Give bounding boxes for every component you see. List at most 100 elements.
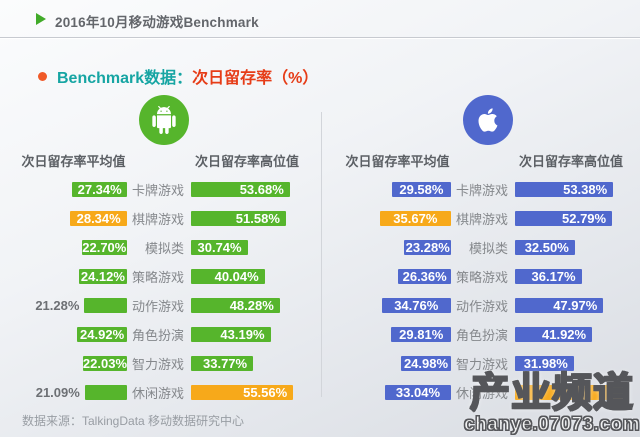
avg-bar: 35.67% [379,211,451,226]
high-bar: 51.58% [191,211,286,226]
high-cell: 33.77% [191,356,308,371]
avg-cell: 29.58% [344,182,451,197]
avg-cell: 22.03% [20,356,127,371]
avg-bar: 33.04% [384,385,451,400]
benchmark-row: 21.09% 休闲游戏 55.56% [20,378,308,407]
benchmark-row: 29.81% 角色扮演 41.92% [344,320,632,349]
high-cell [515,385,632,400]
category-label: 角色扮演 [131,328,184,343]
page-title: 2016年10月移动游戏Benchmark [55,15,259,30]
avg-cell: 23.28% [344,240,451,255]
bullet-dot-icon [38,71,47,81]
avg-bar: 24.98% [401,356,451,371]
high-bar: 30.74% [191,240,248,255]
avg-bar: 27.34% [72,182,127,197]
high-cell: 31.98% [515,356,632,371]
avg-cell: 29.81% [344,327,451,342]
high-bar: 47.97% [515,298,604,313]
benchmark-row: 22.70% 模拟类 30.74% [20,233,308,262]
section-title: Benchmark数据： [57,70,193,87]
category-label: 卡牌游戏 [455,183,508,198]
high-bar [515,385,622,400]
high-bar: 32.50% [515,240,575,255]
avg-cell: 24.98% [344,356,451,371]
section-title-highlight: 次日留存率（%） [192,70,319,87]
avg-bar: 34.76% [381,298,451,313]
high-cell: 47.97% [515,298,632,313]
avg-value-label: 21.28% [35,298,80,313]
category-label: 动作游戏 [131,299,184,314]
high-bar: 36.17% [515,269,582,284]
category-label: 智力游戏 [131,357,184,372]
high-bar: 43.19% [191,327,271,342]
high-bar: 48.28% [191,298,280,313]
benchmark-row: 24.12% 策略游戏 40.04% [20,262,308,291]
avg-bar: 22.03% [82,356,127,371]
high-cell: 40.04% [191,269,308,284]
avg-cell: 27.34% [20,182,127,197]
high-bar: 53.38% [515,182,614,197]
avg-cell: 34.76% [344,298,451,313]
category-label: 动作游戏 [455,299,508,314]
ios-badge [463,95,513,145]
avg-cell: 26.36% [344,269,451,284]
avg-value-label: 21.09% [35,385,80,400]
benchmark-row: 24.92% 角色扮演 43.19% [20,320,308,349]
avg-bar: 29.58% [391,182,451,197]
avg-cell: 24.12% [20,269,127,284]
avg-bar: 24.12% [78,269,127,284]
triangle-bullet-icon [36,13,46,25]
avg-cell: 35.67% [344,211,451,226]
benchmark-row: 24.98% 智力游戏 31.98% [344,349,632,378]
category-label: 休闲游戏 [131,386,184,401]
high-cell: 30.74% [191,240,308,255]
high-cell: 48.28% [191,298,308,313]
category-label: 模拟类 [468,241,508,256]
high-cell: 53.68% [191,182,308,197]
high-cell: 51.58% [191,211,308,226]
benchmark-row: 26.36% 策略游戏 36.17% [344,262,632,291]
column-header-avg: 次日留存率平均值 [345,154,450,169]
avg-cell: 33.04% [344,385,451,400]
header-divider [0,37,640,38]
category-label: 策略游戏 [131,270,184,285]
avg-bar: 24.92% [77,327,127,342]
category-label: 模拟类 [144,241,184,256]
benchmark-row: 34.76% 动作游戏 47.97% [344,291,632,320]
panel-android: 次日留存率平均值 次日留存率高位值 27.34% 卡牌游戏 53.68% 28.34%… [20,95,308,407]
column-headers: 次日留存率平均值 次日留存率高位值 [20,151,308,170]
source-note: 数据来源：TalkingData 移动数据研究中心 [22,414,245,428]
section-header: Benchmark数据： 次日留存率（%） [38,66,319,87]
category-label: 智力游戏 [455,357,508,372]
rows: 29.58% 卡牌游戏 53.38% 35.67% 棋牌游戏 52.79% 23.28% 模拟… [344,175,632,407]
avg-cell: 21.09% [20,385,127,400]
rows: 27.34% 卡牌游戏 53.68% 28.34% 棋牌游戏 51.58% 22.70% 模拟… [20,175,308,407]
high-cell: 41.92% [515,327,632,342]
avg-bar: 22.70% [81,240,127,255]
android-icon [152,106,176,134]
high-cell: 32.50% [515,240,632,255]
benchmark-row: 35.67% 棋牌游戏 52.79% [344,204,632,233]
high-bar: 52.79% [515,211,613,226]
column-headers: 次日留存率平均值 次日留存率高位值 [344,151,632,170]
benchmark-row: 22.03% 智力游戏 33.77% [20,349,308,378]
android-badge [139,95,189,145]
avg-cell: 24.92% [20,327,127,342]
column-header-high: 次日留存率高位值 [518,154,623,169]
avg-bar: 26.36% [398,269,451,284]
avg-bar [84,385,127,400]
benchmark-row: 27.34% 卡牌游戏 53.68% [20,175,308,204]
category-label: 棋牌游戏 [131,212,184,227]
benchmark-row: 29.58% 卡牌游戏 53.38% [344,175,632,204]
column-header-avg: 次日留存率平均值 [21,154,126,169]
avg-bar: 29.81% [391,327,451,342]
category-label: 角色扮演 [455,328,508,343]
column-header-high: 次日留存率高位值 [194,154,299,169]
benchmark-row: 21.28% 动作游戏 48.28% [20,291,308,320]
high-bar: 55.56% [191,385,294,400]
category-label: 卡牌游戏 [131,183,184,198]
avg-cell: 28.34% [20,211,127,226]
high-bar: 31.98% [515,356,574,371]
high-cell: 36.17% [515,269,632,284]
high-cell: 52.79% [515,211,632,226]
